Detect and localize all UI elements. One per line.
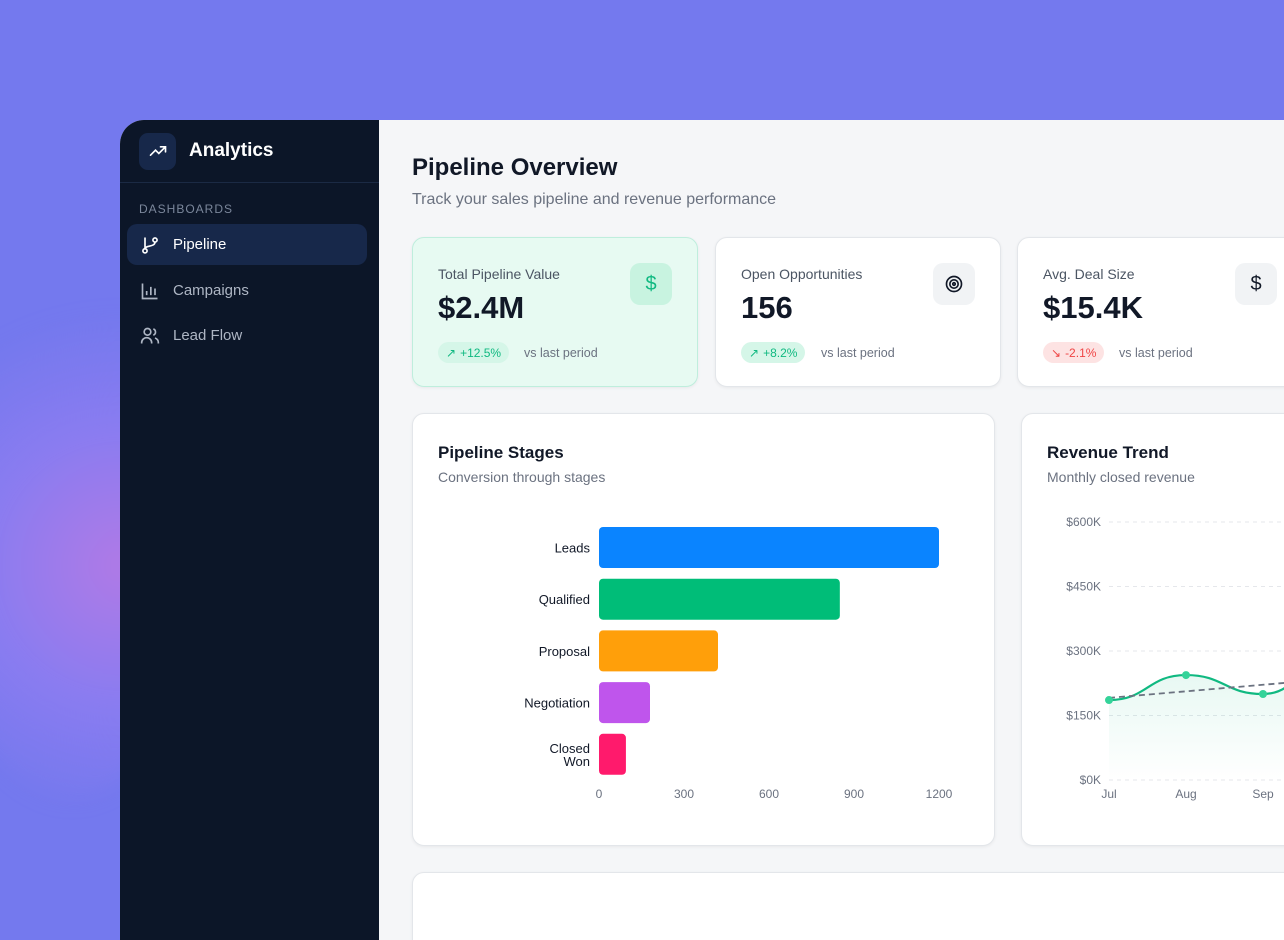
x-tick-label: 600	[759, 787, 779, 801]
category-label: Qualified	[539, 592, 590, 607]
chart-subtitle: Monthly closed revenue	[1047, 469, 1195, 485]
category-label: Closed Won	[550, 741, 590, 769]
dollar-icon: $	[1235, 263, 1277, 305]
bar-closed-won	[599, 733, 626, 775]
trending-up-icon	[139, 132, 176, 170]
brand: Analytics	[120, 120, 379, 183]
x-tick-label: Jul	[1101, 787, 1116, 801]
chart-title: Pipeline Stages	[438, 443, 564, 462]
kpi-label: Open Opportunities	[741, 266, 863, 282]
sidebar-item-label: Lead Flow	[173, 327, 243, 344]
y-tick-label: $300K	[1066, 644, 1101, 658]
bar-proposal	[599, 630, 718, 672]
bottom-card	[412, 872, 1284, 940]
trending-up-icon: ↗	[749, 345, 760, 360]
chart-title: Revenue Trend	[1047, 443, 1169, 462]
main-content: Pipeline Overview Track your sales pipel…	[379, 120, 1284, 940]
pipeline-stages-card: Pipeline Stages Conversion through stage…	[412, 413, 995, 846]
kpi-card-avg-deal-size: Avg. Deal Size $15.4K $ ↘ -2.1% vs last p…	[1017, 237, 1284, 387]
section-label: DASHBOARDS	[139, 202, 234, 216]
comparison-note: vs last period	[1119, 346, 1193, 360]
change-value: +8.2%	[763, 345, 798, 360]
dollar-icon: $	[630, 263, 672, 305]
bar-qualified	[599, 578, 840, 620]
chart-subtitle: Conversion through stages	[438, 469, 606, 485]
kpi-label: Avg. Deal Size	[1043, 266, 1135, 282]
sidebar: Analytics DASHBOARDS Pipeline Campaigns …	[120, 120, 379, 940]
x-tick-label: Sep	[1252, 787, 1274, 801]
data-point	[1105, 696, 1113, 705]
sidebar-item-label: Campaigns	[173, 282, 249, 299]
revenue-line	[1108, 673, 1284, 702]
git-branch-icon	[142, 236, 158, 254]
kpi-value: $15.4K	[1043, 290, 1143, 325]
change-badge: ↘ -2.1%	[1043, 342, 1105, 363]
revenue-area	[1109, 675, 1284, 780]
change-value: +12.5%	[460, 345, 502, 360]
sidebar-item-pipeline[interactable]: Pipeline	[127, 224, 367, 265]
category-label: Leads	[555, 541, 591, 556]
comparison-note: vs last period	[821, 346, 895, 360]
x-tick-label: Aug	[1175, 787, 1196, 801]
kpi-value: $2.4M	[438, 290, 525, 325]
change-badge: ↗ +8.2%	[741, 342, 806, 363]
bar-negotiation	[599, 682, 650, 724]
x-tick-label: 1200	[926, 787, 953, 801]
category-label: Negotiation	[524, 696, 590, 711]
y-tick-label: $600K	[1066, 515, 1101, 529]
revenue-trend-chart: $0K $150K $300K $450K $600K Jul Aug Sep	[1066, 515, 1284, 801]
bar-leads	[599, 527, 939, 568]
category-label: Proposal	[539, 644, 590, 659]
bar-chart-icon	[141, 283, 158, 299]
kpi-card-total-pipeline: Total Pipeline Value $2.4M $ ↗ +12.5% vs …	[412, 237, 698, 387]
kpi-card-open-opportunities: Open Opportunities 156 ↗ +8.2% vs last pe…	[715, 237, 1001, 387]
kpi-value: 156	[741, 290, 793, 325]
x-tick-label: 900	[844, 787, 864, 801]
sidebar-item-lead-flow[interactable]: Lead Flow	[127, 315, 367, 356]
y-tick-label: $150K	[1066, 709, 1101, 723]
y-tick-label: $0K	[1080, 773, 1101, 787]
sidebar-item-campaigns[interactable]: Campaigns	[127, 270, 367, 311]
x-tick-label: 0	[596, 787, 603, 801]
comparison-note: vs last period	[524, 346, 598, 360]
target-icon	[933, 263, 975, 305]
revenue-trend-card: Revenue Trend Monthly closed revenue $0K…	[1021, 413, 1284, 846]
y-tick-label: $450K	[1066, 580, 1101, 594]
change-badge: ↗ +12.5%	[438, 342, 510, 363]
x-tick-label: 300	[674, 787, 694, 801]
page-title: Pipeline Overview	[412, 154, 618, 181]
change-value: -2.1%	[1065, 345, 1097, 360]
sidebar-item-label: Pipeline	[173, 236, 227, 253]
app-window: Analytics DASHBOARDS Pipeline Campaigns …	[120, 120, 1284, 940]
kpi-label: Total Pipeline Value	[438, 266, 560, 282]
trending-up-icon: ↗	[446, 345, 457, 360]
users-icon	[140, 327, 160, 343]
data-point	[1182, 671, 1190, 680]
trending-down-icon: ↘	[1051, 345, 1062, 360]
app-title: Analytics	[189, 140, 274, 161]
pipeline-stages-chart: Leads Qualified Proposal Negotiation Closed W…	[524, 527, 953, 801]
trend-line	[1108, 682, 1284, 699]
data-point	[1259, 690, 1267, 698]
page-subtitle: Track your sales pipeline and revenue pe…	[412, 191, 777, 208]
